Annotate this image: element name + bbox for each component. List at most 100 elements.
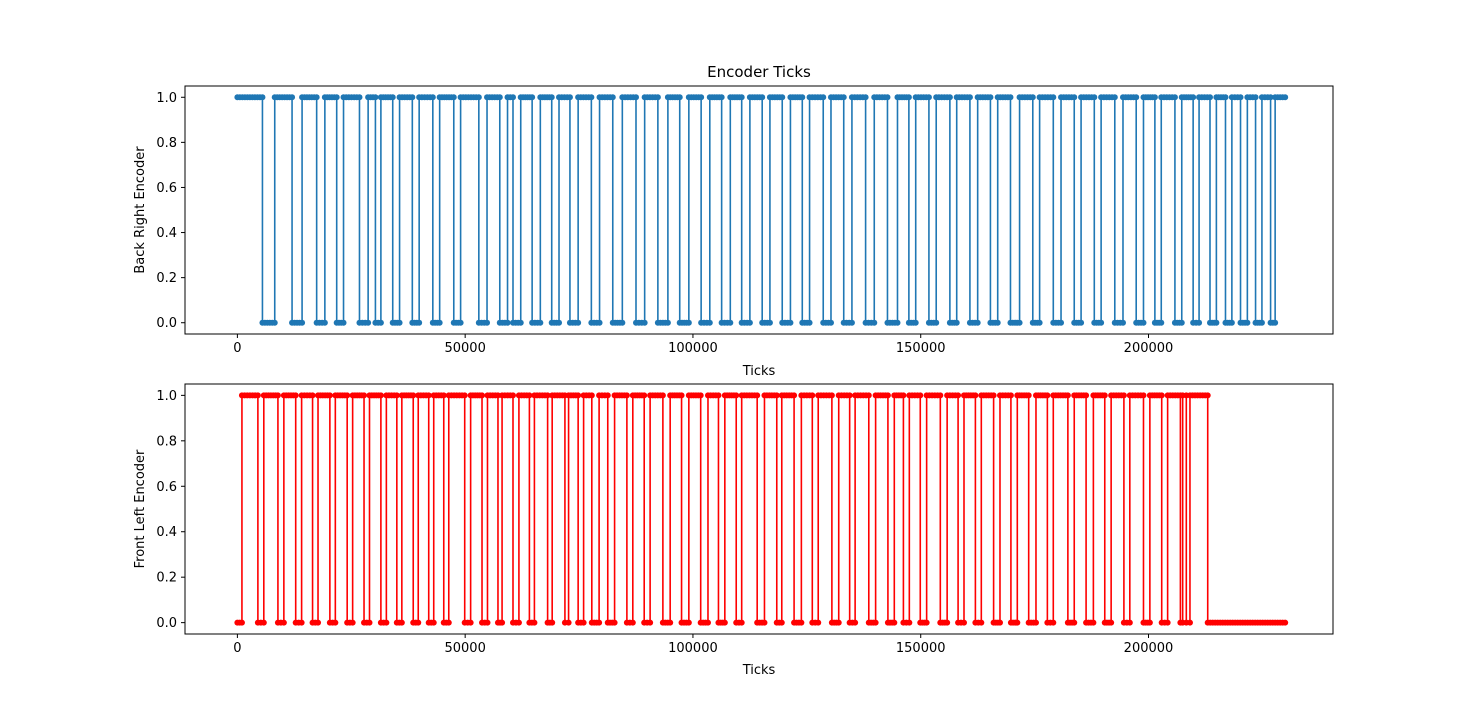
data-point (1282, 94, 1289, 101)
data-point (1252, 94, 1259, 101)
data-point (484, 319, 491, 326)
data-point (596, 619, 603, 626)
data-point (429, 94, 436, 101)
data-point (526, 392, 533, 399)
data-point (704, 619, 711, 626)
data-point (254, 392, 261, 399)
data-point (1186, 619, 1193, 626)
data-point (733, 392, 740, 399)
data-point (685, 319, 692, 326)
data-point (398, 619, 405, 626)
y-tick-label: 0.8 (156, 434, 177, 449)
data-point (779, 94, 786, 101)
data-point (575, 392, 582, 399)
data-point (884, 392, 891, 399)
data-point (1126, 619, 1133, 626)
data-point (313, 94, 320, 101)
data-point (871, 319, 878, 326)
data-point (697, 392, 704, 399)
x-tick-label: 0 (233, 641, 241, 656)
data-point (565, 619, 572, 626)
data-point (566, 94, 573, 101)
data-point (274, 392, 281, 399)
data-point (990, 392, 997, 399)
data-point (676, 94, 683, 101)
data-point (1258, 319, 1265, 326)
top-y-axis-label: Back Right Encoder (133, 146, 148, 274)
data-point (912, 319, 919, 326)
y-tick-label: 0.0 (156, 616, 177, 631)
data-point (1016, 319, 1023, 326)
data-point (659, 392, 666, 399)
data-point (1146, 619, 1153, 626)
data-point (706, 319, 713, 326)
data-point (298, 619, 305, 626)
data-point (727, 319, 734, 326)
data-point (389, 94, 396, 101)
data-point (715, 392, 722, 399)
data-point (778, 619, 785, 626)
top-y-axis: 0.0 0.2 0.4 0.6 0.8 1.0 (156, 91, 185, 331)
data-point (1151, 94, 1158, 101)
data-point (548, 94, 555, 101)
data-point (280, 619, 287, 626)
data-point (1064, 392, 1071, 399)
x-tick-label: 50000 (444, 341, 485, 356)
y-tick-label: 1.0 (156, 91, 177, 106)
top-x-axis: 0 50000 100000 150000 200000 (233, 334, 1173, 356)
data-point (966, 94, 973, 101)
data-point (678, 392, 685, 399)
bottom-y-axis: 0.0 0.2 0.4 0.6 0.8 1.0 (156, 389, 185, 631)
y-tick-label: 0.6 (156, 480, 177, 495)
data-point (1050, 94, 1057, 101)
data-point (549, 619, 556, 626)
y-tick-label: 0.2 (156, 571, 177, 586)
data-point (1178, 319, 1185, 326)
bottom-plot-frame (184, 383, 1334, 635)
data-point (925, 94, 932, 101)
data-point (1133, 94, 1140, 101)
data-point (872, 619, 879, 626)
data-point (588, 392, 595, 399)
data-point (641, 319, 648, 326)
data-point (1207, 94, 1213, 101)
data-point (840, 94, 847, 101)
data-point (664, 319, 671, 326)
data-point (972, 392, 979, 399)
data-point (377, 319, 384, 326)
data-point (604, 392, 611, 399)
data-point (1071, 619, 1078, 626)
data-point (537, 319, 544, 326)
data-point (332, 619, 339, 626)
data-point (798, 619, 805, 626)
data-point (372, 94, 379, 101)
x-tick-label: 150000 (896, 341, 946, 356)
data-point (773, 392, 780, 399)
front-left-encoder-series (234, 392, 1289, 626)
data-point (654, 94, 661, 101)
data-point (271, 319, 278, 326)
data-point (978, 619, 985, 626)
data-point (510, 94, 516, 101)
data-point (484, 619, 491, 626)
top-x-axis-label: Ticks (742, 364, 776, 379)
data-point (1058, 319, 1065, 326)
data-point (884, 94, 891, 101)
data-point (917, 392, 924, 399)
data-point (450, 94, 457, 101)
x-tick-label: 100000 (668, 641, 718, 656)
data-point (416, 319, 423, 326)
data-point (955, 392, 962, 399)
data-point (344, 392, 351, 399)
data-point (544, 392, 551, 399)
data-point (828, 392, 835, 399)
data-point (321, 319, 328, 326)
data-point (475, 94, 482, 101)
data-point (461, 392, 468, 399)
data-point (787, 319, 794, 326)
data-point (835, 619, 842, 626)
y-tick-label: 0.2 (156, 271, 177, 286)
data-point (944, 619, 951, 626)
x-tick-label: 200000 (1124, 341, 1174, 356)
x-tick-label: 150000 (896, 641, 946, 656)
